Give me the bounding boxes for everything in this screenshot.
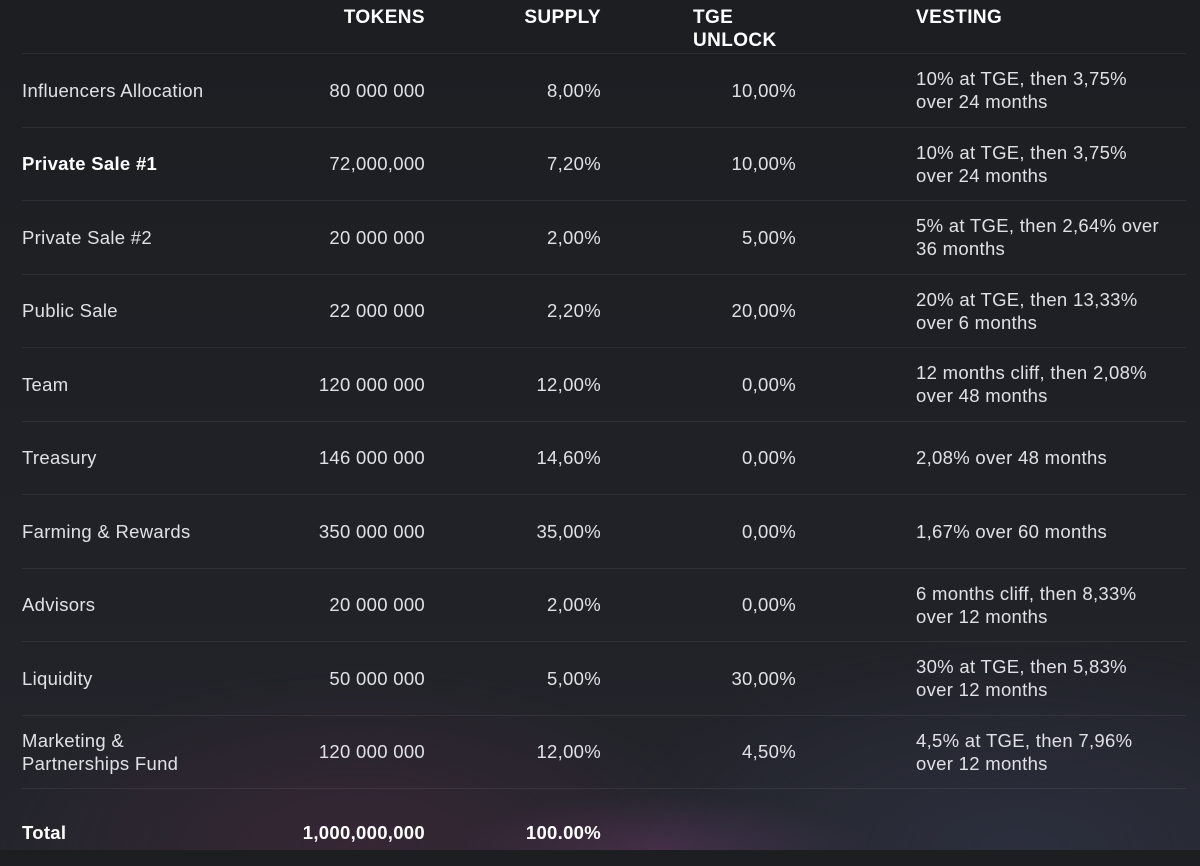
vesting-value: 10% at TGE, then 3,75% over 24 months — [916, 141, 1127, 186]
table-row: Team 120 000 000 12,00% 0,00% 12 months … — [22, 348, 1186, 422]
supply-value: 2,20% — [547, 300, 601, 322]
vesting-value: 5% at TGE, then 2,64% over 36 months — [916, 215, 1159, 260]
tge-unlock-value: 10,00% — [731, 79, 796, 101]
table-row: Private Sale #1 72,000,000 7,20% 10,00% … — [22, 128, 1186, 201]
allocation-name: Liquidity — [22, 667, 93, 689]
allocation-name: Advisors — [22, 594, 96, 616]
allocation-name: Private Sale #2 — [22, 226, 152, 248]
total-label: Total — [22, 822, 67, 843]
tokens-value: 146 000 000 — [318, 447, 425, 469]
total-row: Total 1,000,000,000 100.00% — [22, 789, 1186, 866]
allocation-name: Farming & Rewards — [22, 520, 191, 542]
vesting-value: 2,08% over 48 months — [916, 447, 1108, 469]
tge-unlock-value: 0,00% — [742, 594, 796, 616]
total-supply: 100.00% — [525, 822, 601, 843]
tokens-value: 80 000 000 — [329, 79, 425, 101]
vesting-value: 1,67% over 60 months — [916, 520, 1108, 542]
tge-unlock-value: 5,00% — [742, 226, 796, 248]
allocation-name: Private Sale #1 — [22, 153, 158, 175]
tge-unlock-value: 20,00% — [731, 300, 796, 322]
supply-value: 2,00% — [547, 226, 601, 248]
tge-unlock-value: 0,00% — [742, 520, 796, 542]
allocation-name: Influencers Allocation — [22, 79, 204, 101]
supply-value: 8,00% — [547, 79, 601, 101]
allocation-name: Treasury — [22, 447, 97, 469]
table-row: Private Sale #2 20 000 000 2,00% 5,00% 5… — [22, 201, 1186, 275]
table-row: Farming & Rewards 350 000 000 35,00% 0,0… — [22, 495, 1186, 569]
supply-value: 12,00% — [536, 741, 601, 763]
tge-unlock-value: 0,00% — [742, 373, 796, 395]
tokens-value: 72,000,000 — [329, 153, 425, 175]
table-row: Advisors 20 000 000 2,00% 0,00% 6 months… — [22, 569, 1186, 642]
table-row: Public Sale 22 000 000 2,20% 20,00% 20% … — [22, 275, 1186, 348]
vesting-value: 30% at TGE, then 5,83% over 12 months — [916, 656, 1127, 701]
tge-unlock-value: 10,00% — [731, 153, 796, 175]
tokens-value: 120 000 000 — [318, 741, 425, 763]
table-row: Liquidity 50 000 000 5,00% 30,00% 30% at… — [22, 642, 1186, 716]
supply-value: 5,00% — [547, 667, 601, 689]
table-row: Influencers Allocation 80 000 000 8,00% … — [22, 54, 1186, 128]
table-header-row: TOKENS SUPPLY TGE UNLOCK VESTING — [22, 0, 1186, 54]
vesting-value: 20% at TGE, then 13,33% over 6 months — [916, 288, 1138, 333]
tokens-value: 22 000 000 — [329, 300, 425, 322]
tokens-value: 120 000 000 — [318, 373, 425, 395]
header-vesting: VESTING — [916, 7, 1003, 28]
allocation-name: Team — [22, 373, 69, 395]
vesting-value: 12 months cliff, then 2,08% over 48 mont… — [916, 362, 1147, 407]
allocation-name: Public Sale — [22, 300, 118, 322]
allocation-name: Marketing & Partnerships Fund — [22, 729, 179, 774]
supply-value: 35,00% — [536, 520, 601, 542]
supply-value: 12,00% — [536, 373, 601, 395]
vesting-value: 6 months cliff, then 8,33% over 12 month… — [916, 582, 1137, 627]
supply-value: 7,20% — [547, 153, 601, 175]
tokens-value: 350 000 000 — [318, 520, 425, 542]
tokens-value: 20 000 000 — [329, 594, 425, 616]
tge-unlock-value: 30,00% — [731, 667, 796, 689]
header-tge-unlock: TGE UNLOCK — [693, 7, 777, 51]
table-row: Treasury 146 000 000 14,60% 0,00% 2,08% … — [22, 422, 1186, 495]
tge-unlock-value: 4,50% — [742, 741, 796, 763]
header-name — [22, 0, 282, 6]
table-row: Marketing & Partnerships Fund 120 000 00… — [22, 716, 1186, 789]
vesting-value: 10% at TGE, then 3,75% over 24 months — [916, 68, 1127, 113]
supply-value: 2,00% — [547, 594, 601, 616]
tokens-value: 20 000 000 — [329, 226, 425, 248]
tokens-value: 50 000 000 — [329, 667, 425, 689]
tge-unlock-value: 0,00% — [742, 447, 796, 469]
total-tokens: 1,000,000,000 — [302, 822, 425, 843]
header-tokens: TOKENS — [343, 7, 425, 28]
supply-value: 14,60% — [536, 447, 601, 469]
header-supply: SUPPLY — [524, 7, 601, 28]
tokenomics-table: TOKENS SUPPLY TGE UNLOCK VESTING Influen… — [22, 0, 1186, 866]
vesting-value: 4,5% at TGE, then 7,96% over 12 months — [916, 729, 1133, 774]
